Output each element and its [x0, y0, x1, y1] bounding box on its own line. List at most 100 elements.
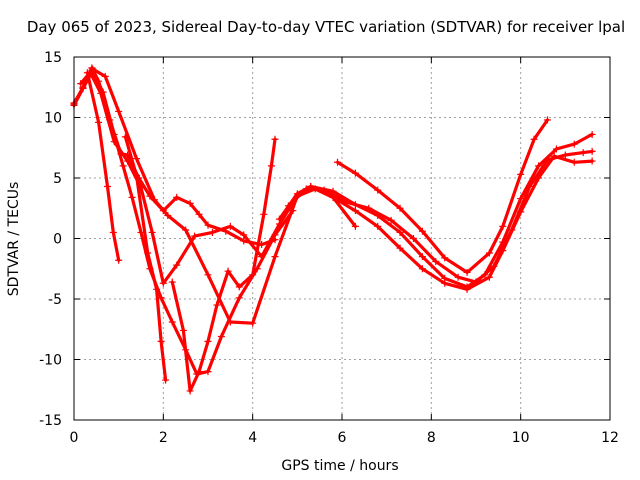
data-point [133, 172, 141, 180]
data-point [387, 216, 395, 224]
series-line [335, 118, 550, 274]
data-point [351, 222, 359, 230]
y-tick-label: 5 [53, 171, 62, 187]
data-point [186, 199, 194, 207]
data-point [499, 222, 507, 230]
data-point [588, 147, 596, 155]
data-point [208, 228, 216, 236]
series-line [123, 135, 168, 382]
data-point [396, 244, 404, 252]
data-point [224, 267, 232, 275]
data-point [213, 301, 221, 309]
data-point [204, 337, 212, 345]
data-point [133, 155, 141, 163]
data-point [588, 157, 596, 165]
data-point [109, 228, 117, 236]
data-point [342, 198, 350, 206]
data-point [204, 368, 212, 376]
data-point [119, 162, 127, 170]
data-point [463, 283, 471, 291]
data-point [101, 72, 109, 80]
data-point [159, 279, 167, 287]
data-point [79, 84, 87, 92]
data-point [157, 337, 165, 345]
data-point [217, 333, 225, 341]
data-point [168, 318, 176, 326]
data-point [121, 133, 129, 141]
y-tick-label: -10 [39, 353, 62, 369]
data-point [235, 283, 243, 291]
y-tick-label: 0 [53, 232, 62, 248]
data-point [275, 215, 283, 223]
data-point [271, 135, 279, 143]
series-track-10 [284, 147, 596, 286]
series-line [79, 68, 295, 376]
series-line [72, 72, 594, 291]
data-point [164, 212, 172, 220]
data-point [249, 319, 257, 327]
data-point [159, 207, 167, 215]
data-point [115, 107, 123, 115]
data-point [485, 249, 493, 257]
data-point [526, 182, 534, 190]
data-point [579, 149, 587, 157]
x-tick-label: 10 [512, 430, 530, 446]
data-point [104, 182, 111, 190]
data-point [204, 221, 212, 229]
data-point [240, 231, 248, 239]
data-point [186, 387, 194, 395]
data-point [418, 265, 426, 273]
data-point [249, 271, 257, 279]
series-track-9 [275, 130, 596, 291]
data-point [365, 204, 373, 212]
series-track-5 [83, 69, 123, 264]
data-point [396, 228, 404, 236]
data-point [508, 226, 516, 234]
data-point [517, 170, 525, 178]
data-point [195, 368, 203, 376]
data-point [463, 268, 471, 276]
x-tick-label: 0 [70, 430, 79, 446]
data-point [490, 262, 498, 270]
x-tick-label: 12 [601, 430, 619, 446]
data-point [570, 140, 578, 148]
data-point [284, 202, 292, 210]
data-point [235, 294, 243, 302]
chart-title: Day 065 of 2023, Sidereal Day-to-day VTE… [27, 18, 625, 36]
data-point [543, 116, 551, 124]
data-point [552, 145, 560, 153]
data-point [271, 253, 279, 261]
x-axis-label: GPS time / hours [281, 458, 398, 474]
series-line [286, 149, 594, 284]
data-point [226, 222, 234, 230]
data-point [588, 130, 596, 138]
data-point [195, 210, 203, 218]
data-point [530, 135, 538, 143]
data-point [95, 118, 103, 126]
data-point [409, 235, 417, 242]
data-point [351, 169, 359, 177]
data-point [302, 185, 310, 193]
data-point [153, 285, 161, 293]
data-point [485, 273, 493, 281]
data-point [396, 204, 404, 212]
data-point [374, 222, 382, 230]
data-point [441, 274, 449, 282]
series-track-4 [77, 66, 297, 378]
data-point [289, 207, 297, 215]
data-point [148, 228, 156, 236]
x-tick-label: 6 [338, 430, 347, 446]
data-point [570, 158, 578, 166]
data-point [271, 231, 279, 239]
y-axis-label: SDTVAR / TECUs [6, 182, 22, 297]
data-point [418, 253, 426, 261]
data-point [320, 186, 328, 194]
data-point [88, 66, 96, 74]
data-point [173, 261, 181, 269]
series-line [170, 137, 277, 393]
data-point [115, 256, 123, 264]
series-track-7 [168, 135, 279, 395]
data-point [99, 88, 107, 96]
series-layer [70, 64, 596, 395]
